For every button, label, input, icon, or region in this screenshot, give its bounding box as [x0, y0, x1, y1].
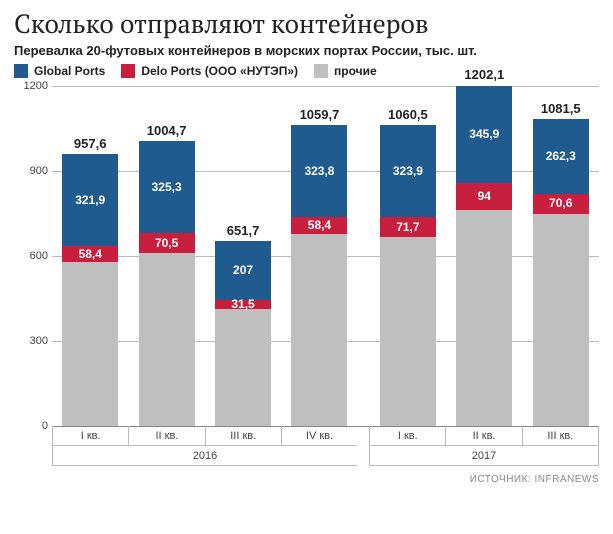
- bar-total-label: 1081,5: [533, 101, 589, 116]
- bar: 325,370,51004,7: [139, 86, 195, 426]
- legend-swatch: [14, 64, 28, 78]
- legend-swatch: [121, 64, 135, 78]
- x-tick-label: I кв.: [369, 426, 445, 446]
- bar-segment-other: [139, 253, 195, 426]
- bar-segment-other: [380, 237, 436, 425]
- source-line: ИСТОЧНИК: INFRANEWS: [14, 474, 599, 485]
- bar-segment-global_ports: [533, 119, 589, 193]
- x-axis: I кв.II кв.III кв.IV кв.I кв.II кв.III к…: [52, 426, 599, 468]
- x-tick-label: III кв.: [522, 426, 599, 446]
- bar: 345,9941202,1: [456, 86, 512, 426]
- bar-segment-delo_ports: [291, 217, 347, 234]
- legend-item-global_ports: Global Ports: [14, 64, 105, 78]
- chart-title: Сколько отправляют контейнеров: [14, 10, 599, 39]
- x-quarter-row: I кв.II кв.III кв.IV кв.I кв.II кв.III к…: [52, 426, 599, 446]
- bar: 20731,5651,7: [215, 86, 271, 426]
- bar-total-label: 1059,7: [291, 107, 347, 122]
- bar-segment-global_ports: [215, 241, 271, 300]
- legend-item-other: прочие: [314, 64, 377, 78]
- x-year-row: 2016 2017: [52, 446, 599, 466]
- bar-total-label: 651,7: [215, 223, 271, 238]
- bar-group: 321,958,4957,6: [52, 86, 128, 426]
- bar: 323,971,71060,5: [380, 86, 436, 426]
- bar-total-label: 1060,5: [380, 107, 436, 122]
- chart-subtitle: Перевалка 20-футовых контейнеров в морск…: [14, 43, 599, 58]
- bars: 321,958,4957,6 325,370,51004,7 20731,5651,…: [52, 86, 599, 426]
- x-tick-label: III кв.: [205, 426, 281, 446]
- bar-group: 20731,5651,7: [205, 86, 281, 426]
- bar-segment-delo_ports: [380, 217, 436, 237]
- bar-segment-global_ports: [62, 154, 118, 245]
- y-tick-label: 900: [14, 165, 48, 177]
- y-tick-label: 300: [14, 335, 48, 347]
- bar-segment-other: [291, 234, 347, 426]
- x-tick-label: IV кв.: [281, 426, 357, 446]
- y-tick-label: 1200: [14, 80, 48, 92]
- bar-segment-other: [533, 214, 589, 426]
- bar-group: 323,858,41059,7: [281, 86, 357, 426]
- bar-segment-delo_ports: [62, 246, 118, 263]
- x-year-label: 2016: [52, 446, 357, 466]
- bar-segment-delo_ports: [215, 300, 271, 309]
- bar-segment-global_ports: [139, 141, 195, 233]
- bar-segment-other: [62, 262, 118, 426]
- legend-label: прочие: [334, 64, 377, 78]
- x-tick-label: II кв.: [128, 426, 204, 446]
- legend-label: Global Ports: [34, 64, 105, 78]
- bar: 321,958,4957,6: [62, 86, 118, 426]
- x-tick-label: II кв.: [445, 426, 521, 446]
- bar-segment-global_ports: [456, 86, 512, 184]
- x-year-label: 2017: [369, 446, 599, 466]
- bar-segment-delo_ports: [533, 194, 589, 214]
- bar-segment-other: [215, 309, 271, 426]
- legend-item-delo_ports: Delo Ports (ООО «НУТЭП»): [121, 64, 298, 78]
- bar-group: 345,9941202,1: [446, 86, 522, 426]
- plot-area: 03006009001200321,958,4957,6325,370,5100…: [52, 86, 599, 426]
- bar-total-label: 1004,7: [139, 123, 195, 138]
- legend-swatch: [314, 64, 328, 78]
- x-tick-label: I кв.: [52, 426, 128, 446]
- bar-total-label: 1202,1: [456, 67, 512, 82]
- bar-group: 323,971,71060,5: [370, 86, 446, 426]
- legend-label: Delo Ports (ООО «НУТЭП»): [141, 64, 298, 78]
- bar-segment-global_ports: [291, 125, 347, 217]
- bar-segment-other: [456, 210, 512, 426]
- bar-segment-delo_ports: [456, 183, 512, 210]
- chart: 03006009001200321,958,4957,6325,370,5100…: [14, 86, 599, 468]
- y-tick-label: 0: [14, 420, 48, 432]
- y-tick-label: 600: [14, 250, 48, 262]
- bar-segment-delo_ports: [139, 233, 195, 253]
- bar-group: 325,370,51004,7: [128, 86, 204, 426]
- bar: 262,370,61081,5: [533, 86, 589, 426]
- bar-group: 262,370,61081,5: [523, 86, 599, 426]
- chart-container: Сколько отправляют контейнеров Перевалка…: [0, 0, 613, 493]
- bar: 323,858,41059,7: [291, 86, 347, 426]
- bar-segment-global_ports: [380, 125, 436, 217]
- bar-total-label: 957,6: [62, 136, 118, 151]
